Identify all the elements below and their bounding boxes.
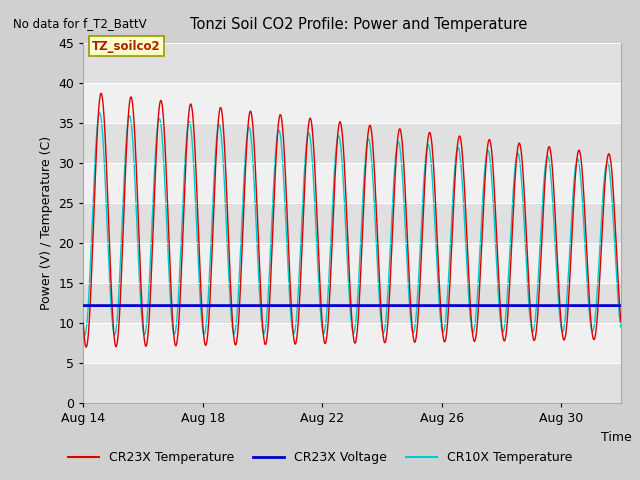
Text: TZ_soilco2: TZ_soilco2	[92, 39, 161, 53]
Bar	[83, 203, 621, 243]
Legend: CR23X Temperature, CR23X Voltage, CR10X Temperature: CR23X Temperature, CR23X Voltage, CR10X …	[63, 446, 577, 469]
Text: No data for f_T2_BattV: No data for f_T2_BattV	[13, 17, 147, 30]
Bar	[83, 363, 621, 403]
Bar	[83, 283, 621, 323]
Bar	[83, 123, 621, 163]
Text: Tonzi Soil CO2 Profile: Power and Temperature: Tonzi Soil CO2 Profile: Power and Temper…	[189, 17, 527, 32]
Y-axis label: Power (V) / Temperature (C): Power (V) / Temperature (C)	[40, 136, 52, 310]
Bar	[83, 43, 621, 83]
X-axis label: Time: Time	[601, 431, 632, 444]
